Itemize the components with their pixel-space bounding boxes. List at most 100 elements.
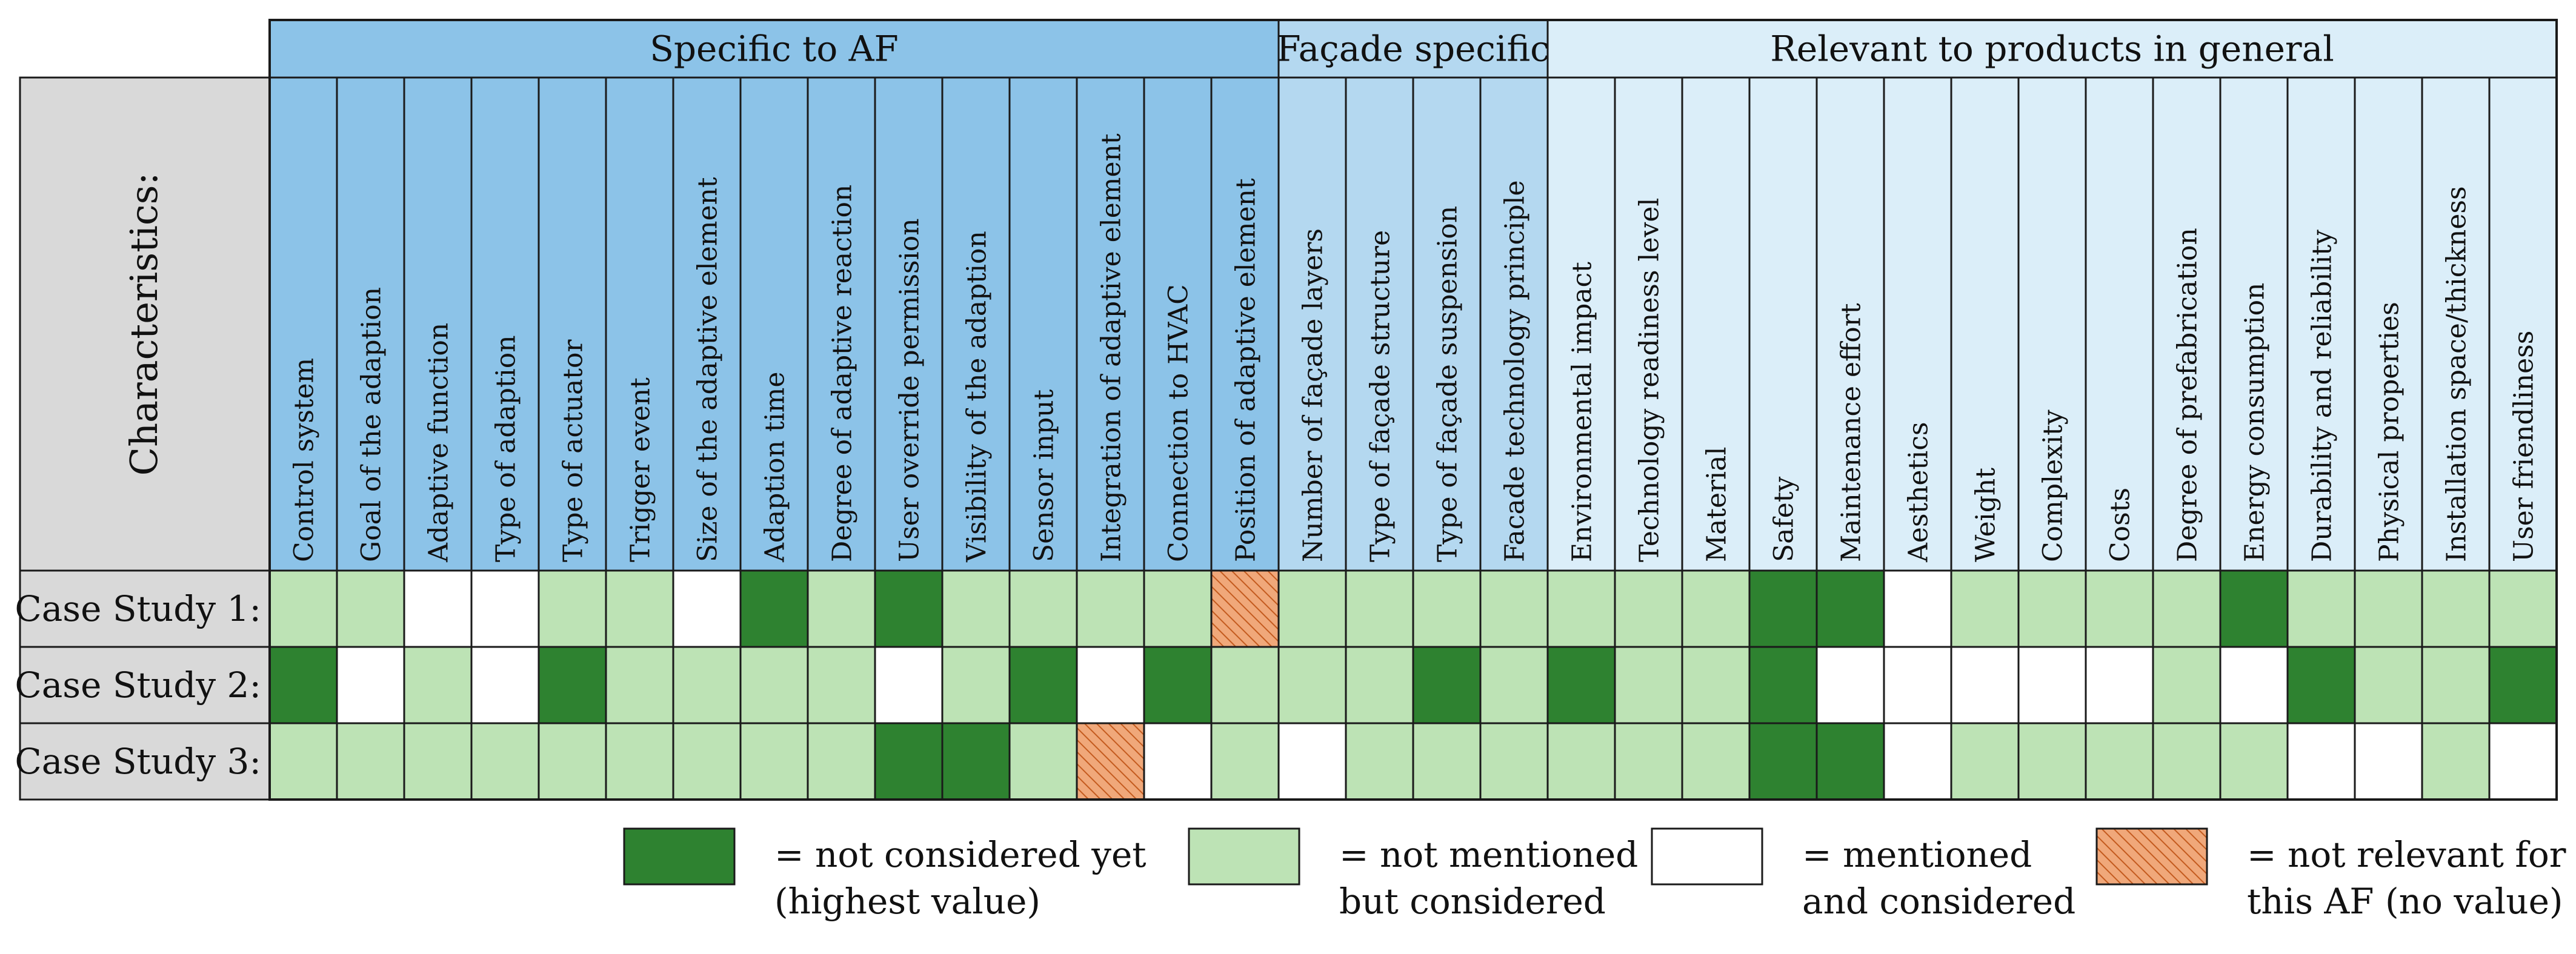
header-layer: Specific to AF Façade specific Relevant to… [19,19,2558,572]
row-label: Case Study 3: [15,741,261,782]
cell-mentioned-and-considered [2354,722,2423,801]
column-header-cell [605,76,674,572]
legend-label-line1: = not considered yet [774,834,1147,875]
column-header-label: Aesthetics [1903,422,1934,563]
cell-not-mentioned-but-considered [1479,569,1549,648]
column-header-label: Degree of prefabrication [2172,228,2203,562]
cell-not-mentioned-but-considered [403,646,473,724]
cell-mentioned-and-considered [1950,646,2020,724]
column-header-label: Installation space/thickness [2441,186,2472,562]
cell-mentioned-and-considered [1883,569,1952,648]
cell-not-considered-yet [874,722,944,801]
cell-not-mentioned-but-considered [2017,569,2087,648]
column-header-label: Material [1702,447,1732,562]
column-header-cell [1008,76,1078,572]
cell-not-considered-yet [1748,569,1818,648]
cell-not-mentioned-but-considered [2152,569,2222,648]
cell-not-mentioned-but-considered [1950,569,2020,648]
cell-not-mentioned-but-considered [1479,646,1549,724]
cell-not-mentioned-but-considered [1076,569,1145,648]
cell-not-mentioned-but-considered [2017,722,2087,801]
cell-not-mentioned-but-considered [1681,722,1751,801]
group-header-label: Façade specific [1276,28,1549,70]
column-header-cell [1748,76,1818,572]
group-header-label: Specific to AF [650,28,899,70]
cell-not-mentioned-but-considered [470,722,540,801]
cell-not-considered-yet [874,569,944,648]
cell-mentioned-and-considered [2219,646,2289,724]
cell-mentioned-and-considered [1277,722,1347,801]
cell-not-considered-yet [537,646,607,724]
cell-not-relevant [1076,722,1145,801]
column-header-label: Weight [1971,468,2002,562]
column-header-label: Adaptive function [424,323,454,563]
legend-label-line2: (highest value) [774,881,1040,922]
cell-not-considered-yet [1412,646,1482,724]
column-header-label: Energy consumption [2240,283,2271,562]
cell-not-mentioned-but-considered [2421,722,2491,801]
row-label: Case Study 1: [15,588,261,629]
cell-not-mentioned-but-considered [1008,722,1078,801]
column-header-cell [2488,76,2558,572]
cell-not-mentioned-but-considered [2152,646,2222,724]
column-header-cell [470,76,540,572]
cell-not-considered-yet [1816,722,1885,801]
column-header-label: User friendliness [2509,331,2540,562]
cell-mentioned-and-considered [874,646,944,724]
cell-not-mentioned-but-considered [1546,569,1616,648]
cell-not-mentioned-but-considered [605,722,674,801]
column-header-cell [1143,76,1213,572]
column-header-cell [1345,76,1414,572]
cell-mentioned-and-considered [1883,722,1952,801]
column-header-label: Type of façade structure [1365,230,1396,562]
cell-not-considered-yet [2286,646,2356,724]
cell-not-mentioned-but-considered [1143,569,1213,648]
legend-swatch-not-considered-yet [623,827,736,886]
cell-not-mentioned-but-considered [1412,722,1482,801]
cell-not-considered-yet [1748,722,1818,801]
cell-not-considered-yet [2219,569,2289,648]
column-header-label: Degree of adaptive reaction [827,185,858,562]
cell-not-mentioned-but-considered [537,722,607,801]
matrix-frame [268,19,2558,801]
cell-not-mentioned-but-considered [941,569,1011,648]
group-header-facade [1277,19,1549,79]
column-header-label: Maintenance effort [1836,303,1867,562]
cell-not-mentioned-but-considered [1681,646,1751,724]
group-header-label: Relevant to products in general [1770,28,2334,70]
cell-not-mentioned-but-considered [2152,722,2222,801]
cell-not-considered-yet [941,722,1011,801]
column-header-label: User override permission [894,218,925,562]
legend-label-line1: = not mentioned [1339,834,1638,875]
column-header-label: Physical properties [2374,302,2405,562]
cell-not-mentioned-but-considered [1277,646,1347,724]
cell-not-mentioned-but-considered [2421,646,2491,724]
cell-mentioned-and-considered [2085,646,2154,724]
cell-mentioned-and-considered [1883,646,1952,724]
legend-swatch-mentioned-and-considered [1651,827,1763,886]
cell-not-mentioned-but-considered [1345,646,1414,724]
column-header-label: Safety [1769,477,1800,562]
column-header-cell [874,76,944,572]
cell-not-considered-yet [1816,569,1885,648]
cell-mentioned-and-considered [403,569,473,648]
cell-not-mentioned-but-considered [2421,569,2491,648]
cell-not-mentioned-but-considered [1210,722,1280,801]
cell-mentioned-and-considered [2017,646,2087,724]
cell-not-mentioned-but-considered [1546,722,1616,801]
cell-not-mentioned-but-considered [1614,569,1683,648]
cell-mentioned-and-considered [2286,722,2356,801]
column-header-cell [1614,76,1683,572]
cell-mentioned-and-considered [470,646,540,724]
column-header-label: Trigger event [625,377,656,562]
column-header-label: Goal of the adaption [356,287,387,562]
cell-not-mentioned-but-considered [605,569,674,648]
column-header-label: Control system [289,358,320,562]
column-header-cell [1412,76,1482,572]
column-header-label: Type of actuator [558,339,589,562]
cell-not-mentioned-but-considered [268,722,338,801]
cell-not-mentioned-but-considered [336,569,405,648]
cell-not-mentioned-but-considered [1210,646,1280,724]
cell-not-mentioned-but-considered [807,569,876,648]
column-header-cell [1816,76,1885,572]
